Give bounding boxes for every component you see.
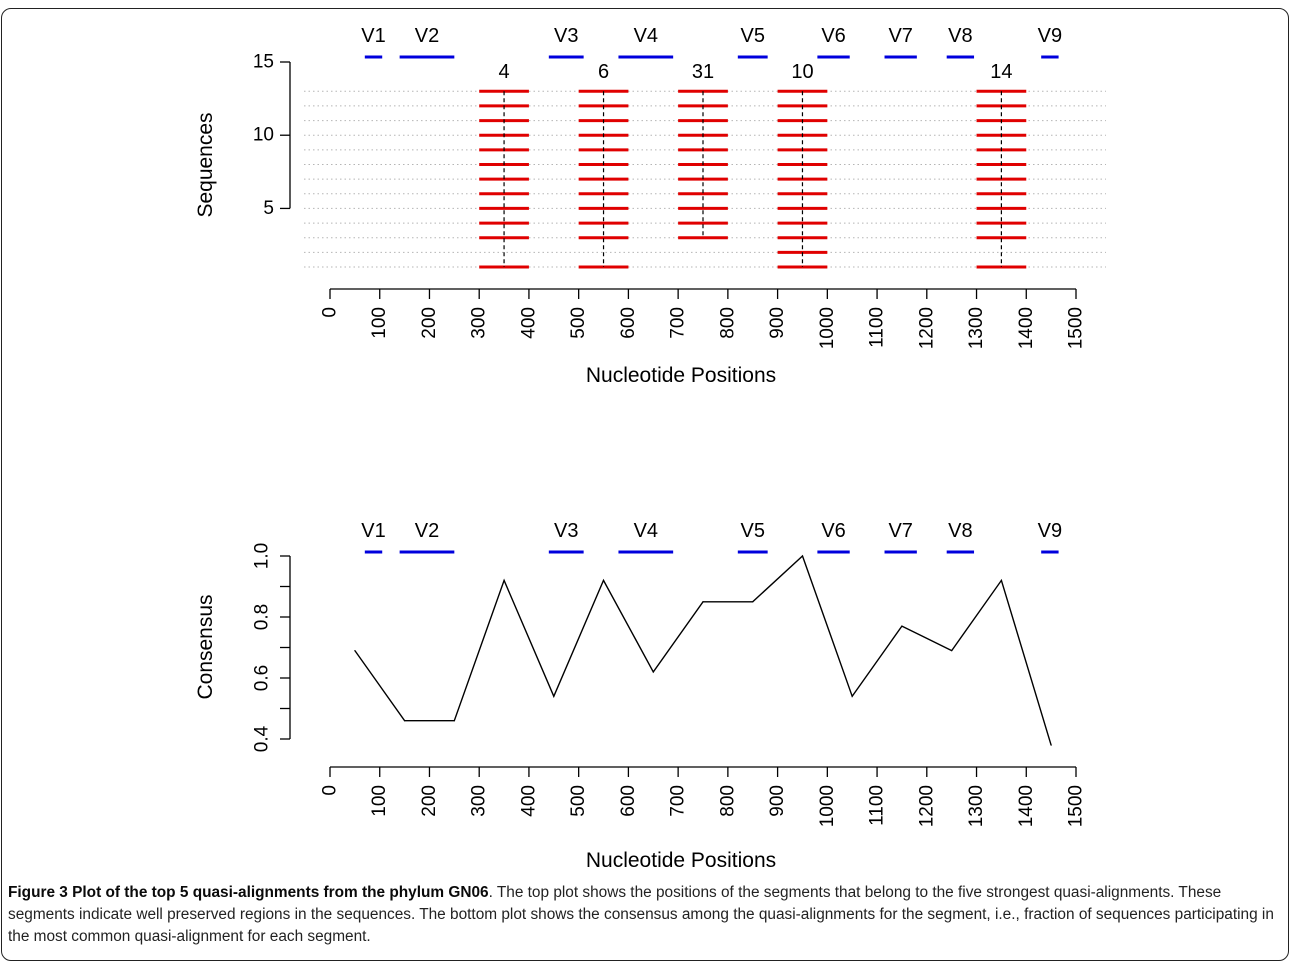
x-tick-label: 1000 — [817, 785, 838, 827]
alignment-group: 31 — [678, 61, 728, 240]
variable-region-label: V7 — [888, 520, 912, 542]
x-tick-label: 1300 — [966, 307, 987, 349]
y-tick-label: 0.8 — [252, 604, 273, 630]
alignment-group: 6 — [578, 61, 629, 269]
y-tick-label: 0.6 — [252, 665, 273, 691]
variable-region-label: V8 — [948, 25, 972, 47]
variable-region-label: V3 — [554, 25, 578, 47]
y-tick-label: 0.4 — [252, 725, 273, 752]
x-tick-label: 1400 — [1016, 785, 1037, 827]
alignment-count-label: 4 — [499, 61, 510, 83]
x-tick-label: 800 — [717, 307, 738, 339]
consensus-point — [901, 625, 903, 627]
x-tick-label: 1000 — [817, 307, 838, 349]
y-tick-label: 5 — [263, 198, 274, 219]
x-tick-label: 900 — [767, 307, 788, 339]
x-tick-label: 900 — [767, 785, 788, 817]
caption-title: Figure 3 Plot of the top 5 quasi-alignme… — [8, 884, 489, 901]
x-tick-label: 800 — [717, 785, 738, 817]
y-tick-label: 10 — [253, 125, 274, 146]
x-axis-label: Nucleotide Positions — [586, 364, 776, 387]
consensus-point — [354, 649, 356, 652]
consensus-point — [453, 720, 455, 722]
x-tick-label: 1300 — [966, 785, 987, 827]
y-tick-label: 1.0 — [252, 543, 273, 569]
alignment-count-label: 31 — [692, 61, 714, 83]
variable-region-label: V7 — [888, 25, 912, 47]
x-tick-label: 500 — [568, 307, 589, 339]
consensus-point — [702, 601, 704, 603]
consensus-point — [553, 695, 555, 697]
variable-region-label: V1 — [361, 25, 385, 47]
alignment-count-label: 10 — [791, 61, 813, 83]
x-tick-label: 200 — [419, 785, 440, 817]
y-tick-label: 15 — [253, 52, 274, 73]
consensus-point — [1050, 744, 1052, 746]
x-tick-label: 600 — [618, 785, 639, 817]
x-tick-label: 1100 — [867, 785, 888, 826]
x-tick-label: 0 — [320, 785, 341, 796]
consensus-point — [851, 695, 853, 697]
x-tick-label: 400 — [518, 785, 539, 817]
x-tick-label: 1500 — [1066, 307, 1087, 349]
x-tick-label: 100 — [369, 307, 390, 339]
x-tick-label: 300 — [469, 307, 490, 339]
x-tick-label: 300 — [469, 785, 490, 817]
variable-region-label: V2 — [415, 520, 439, 542]
x-tick-label: 500 — [568, 785, 589, 817]
variable-region-label: V1 — [361, 520, 385, 542]
figure-canvas: 5 10 15 Sequences 4 6 31 10 14 V1 V2 V3 V4 V5 V6 V7 V8 V9… — [194, 25, 1106, 872]
x-tick-label: 0 — [320, 307, 341, 318]
consensus-line — [354, 554, 1052, 746]
x-tick-label: 700 — [668, 785, 689, 817]
x-tick-label: 700 — [668, 307, 689, 339]
x-tick-label: 1500 — [1066, 785, 1087, 827]
x-tick-label: 1100 — [867, 307, 888, 348]
caption-body: . The top plot shows the positions of th… — [8, 884, 1274, 945]
consensus-point — [951, 649, 953, 652]
x-tick-label: 400 — [518, 307, 539, 339]
consensus-point — [1000, 579, 1003, 582]
variable-region-label: V9 — [1038, 520, 1062, 542]
x-tick-label: 1200 — [916, 785, 937, 827]
variable-region-label: V5 — [740, 25, 764, 47]
consensus-point — [752, 601, 754, 603]
variable-region-label: V6 — [821, 520, 845, 542]
consensus-point — [652, 671, 654, 673]
alignment-count-label: 14 — [990, 61, 1012, 83]
variable-region-label: V9 — [1038, 25, 1062, 47]
consensus-point — [404, 720, 406, 722]
x-axis-label: Nucleotide Positions — [586, 849, 776, 872]
x-tick-label: 100 — [369, 785, 390, 817]
consensus-point — [602, 579, 605, 582]
consensus-point — [503, 579, 505, 582]
bottom-plot: 0.4 0.6 0.8 1.0 Consensus V1 V2 V3 V4 V5 V6 V7 V8 V9 0… — [194, 520, 1087, 872]
variable-region-label: V4 — [634, 520, 658, 542]
variable-region-label: V3 — [554, 520, 578, 542]
variable-region-label: V8 — [948, 520, 972, 542]
y-axis-label: Sequences — [194, 112, 217, 217]
variable-region-label: V2 — [415, 25, 439, 47]
variable-region-label: V6 — [821, 25, 845, 47]
x-tick-label: 1400 — [1016, 307, 1037, 349]
figure-frame — [1, 8, 1289, 961]
x-tick-label: 200 — [419, 307, 440, 339]
top-plot: 5 10 15 Sequences 4 6 31 10 14 V1 V2 V3 V4 V5 V6 V7 V8 V9… — [194, 25, 1106, 387]
alignment-group: 14 — [976, 61, 1027, 269]
variable-region-label: V5 — [740, 520, 764, 542]
x-tick-label: 600 — [618, 307, 639, 339]
alignment-group: 10 — [777, 61, 828, 269]
consensus-point — [801, 555, 804, 557]
variable-region-label: V4 — [634, 25, 658, 47]
y-axis-label: Consensus — [194, 594, 217, 699]
alignment-group: 4 — [479, 61, 529, 269]
x-tick-label: 1200 — [916, 307, 937, 349]
figure-caption: Figure 3 Plot of the top 5 quasi-alignme… — [8, 882, 1286, 948]
alignment-count-label: 6 — [598, 61, 609, 83]
